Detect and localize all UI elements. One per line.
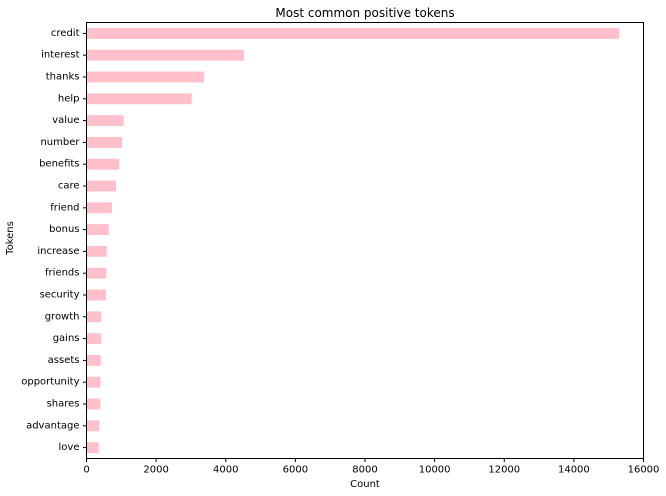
y-tick-label: security xyxy=(40,290,80,301)
bar-friend xyxy=(86,202,112,214)
y-tick-label: number xyxy=(40,137,80,148)
y-tick-label: value xyxy=(52,115,79,126)
x-tick-label: 16000 xyxy=(628,465,660,476)
y-tick-label: growth xyxy=(45,311,80,322)
y-tick-label: shares xyxy=(47,399,80,410)
y-tick-label: friends xyxy=(45,268,79,279)
y-tick-label: advantage xyxy=(26,420,79,431)
y-tick-label: care xyxy=(58,181,80,192)
x-tick-label: 12000 xyxy=(488,465,520,476)
x-tick-label: 2000 xyxy=(143,465,168,476)
y-tick-label: friend xyxy=(50,202,79,213)
bar-benefits xyxy=(86,158,120,170)
bar-opportunity xyxy=(86,376,101,388)
bar-help xyxy=(86,93,192,105)
y-tick-label: opportunity xyxy=(21,377,79,388)
y-tick-label: bonus xyxy=(49,224,79,235)
y-tick-label: thanks xyxy=(46,72,80,83)
bar-advantage xyxy=(86,420,100,432)
x-tick-label: 4000 xyxy=(213,465,238,476)
bar-increase xyxy=(86,245,107,257)
y-tick-label: interest xyxy=(41,50,79,61)
y-axis-label: Tokens xyxy=(5,221,16,256)
y-tick-label: increase xyxy=(37,246,79,257)
x-tick-group: 0 2000 4000 6000 8000 10000 12000 14000 16000 xyxy=(83,458,660,476)
y-tick-label: credit xyxy=(51,28,80,39)
y-tick-group: credit interest thanks help value number benef… xyxy=(21,28,87,453)
x-tick-label: 6000 xyxy=(283,465,308,476)
y-tick-label: love xyxy=(59,442,80,453)
y-tick-label: assets xyxy=(48,355,80,366)
bar-gains xyxy=(86,333,102,345)
bars-group xyxy=(86,27,620,454)
y-tick-label: help xyxy=(58,93,80,104)
y-tick-label: gains xyxy=(53,333,80,344)
y-tick-label: benefits xyxy=(39,159,79,170)
x-tick-label: 0 xyxy=(83,465,89,476)
x-tick-label: 8000 xyxy=(352,465,377,476)
x-axis-label: Count xyxy=(350,479,380,490)
bar-shares xyxy=(86,398,101,410)
bar-growth xyxy=(86,311,102,323)
bar-love xyxy=(86,442,99,454)
bar-bonus xyxy=(86,224,109,236)
bar-security xyxy=(86,289,106,301)
bar-assets xyxy=(86,354,101,366)
bar-interest xyxy=(86,49,244,61)
bar-friends xyxy=(86,267,107,279)
bar-value xyxy=(86,115,124,127)
bar-thanks xyxy=(86,71,205,83)
bar-number xyxy=(86,136,123,148)
bar-care xyxy=(86,180,117,192)
plot-frame xyxy=(86,22,644,459)
bar-credit xyxy=(86,27,620,39)
x-tick-label: 14000 xyxy=(558,465,590,476)
x-tick-label: 10000 xyxy=(419,465,451,476)
chart-title: Most common positive tokens xyxy=(275,6,454,20)
